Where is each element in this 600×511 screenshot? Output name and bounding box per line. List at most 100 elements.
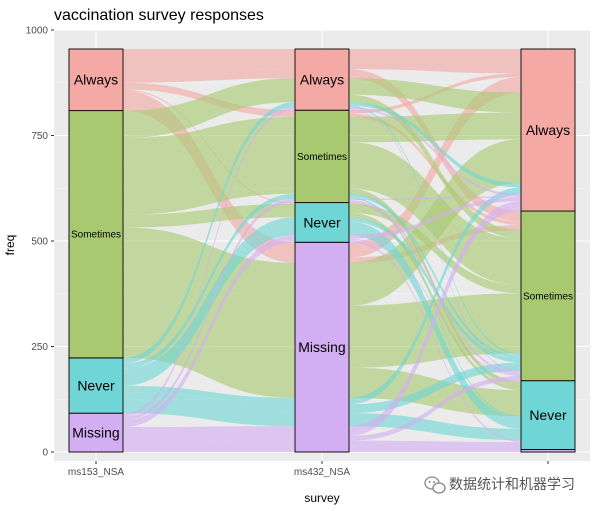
flow-segment	[123, 48, 295, 73]
flow-segment	[123, 94, 295, 139]
stratum-sometimes	[68, 110, 124, 359]
flow-missing-never-always	[123, 197, 521, 424]
flow-segment	[349, 193, 521, 359]
flow-segment	[123, 240, 295, 428]
stratum-sometimes	[520, 210, 576, 382]
y-axis: 0 250 500 750 1000	[26, 26, 54, 459]
stratum-label-always: Always	[74, 72, 118, 88]
flow-never-missing-always	[123, 187, 521, 405]
flow-segment	[123, 107, 295, 416]
stratum-never	[520, 380, 576, 450]
flow-missing-missing-sometimes	[123, 376, 521, 442]
flow-segment	[123, 116, 295, 164]
flow-never-sometimes-sometimes	[123, 193, 521, 368]
flow-segment	[123, 78, 295, 130]
flow-segment	[349, 197, 521, 239]
flow-segment	[349, 238, 521, 377]
flow-sometimes-missing-always	[123, 139, 521, 306]
stratum-always	[520, 48, 576, 212]
flow-segment	[123, 392, 295, 414]
flow-never-missing-sometimes	[123, 362, 521, 414]
flow-segment	[123, 203, 295, 224]
flow-segment	[123, 227, 295, 306]
flow-segment	[123, 109, 295, 417]
x-tick-label: ms432_NSA	[294, 467, 350, 478]
flow-always-always-always	[123, 48, 521, 74]
flow-segment	[349, 102, 521, 188]
flow-segment	[123, 198, 295, 418]
flow-missing-always-sometimes	[123, 109, 521, 417]
stratum-label-sometimes: Sometimes	[523, 291, 573, 302]
watermark-text: 数据统计和机器学习	[449, 477, 575, 493]
flow-segment	[123, 235, 295, 424]
stratum-label-never: Never	[529, 407, 567, 423]
strata: Missing Never Sometimes Always Missing Never S…	[68, 48, 576, 453]
y-tick-label: 0	[42, 448, 48, 459]
flow-segment	[123, 440, 295, 450]
watermark: 数据统计和机器学习	[424, 476, 575, 494]
flow-missing-sometimes-sometimes	[123, 200, 521, 421]
stratum-label-missing: Missing	[72, 424, 119, 440]
flow-segment	[349, 413, 521, 441]
flow-segment	[349, 217, 521, 363]
flow-segment	[123, 435, 295, 442]
flow-segment	[349, 362, 521, 414]
stratum-always	[294, 48, 350, 111]
flow-never-always-sometimes	[123, 105, 521, 364]
flow-segment	[123, 449, 295, 452]
chart-title: vaccination survey responses	[54, 7, 264, 24]
stratum-label-always: Always	[526, 122, 570, 138]
x-axis: ms153_NSA ms432_NSA	[68, 461, 549, 478]
flow-segment	[123, 200, 295, 421]
stratum-label-missing: Missing	[298, 339, 345, 355]
flow-missing-never-never	[123, 240, 521, 442]
wechat-icon	[424, 476, 446, 494]
flow-segment	[349, 196, 521, 201]
x-tick-label: ms153_NSA	[68, 467, 124, 478]
flow-segment	[349, 139, 521, 306]
flow-segment	[123, 188, 295, 215]
flow-segment	[123, 426, 295, 437]
stratum-label-never: Never	[77, 377, 115, 393]
flow-sometimes-always-always	[123, 78, 521, 130]
flow-segment	[123, 105, 295, 364]
flow-segment	[349, 109, 521, 373]
flow-segment	[349, 107, 521, 197]
flow-segment	[123, 385, 295, 405]
y-tick-label: 500	[31, 237, 48, 248]
flow-segment	[123, 69, 295, 83]
y-axis-title: freq	[3, 235, 17, 256]
flow-missing-never-sometimes	[123, 238, 521, 425]
y-tick-label: 250	[31, 342, 48, 353]
flow-segment	[349, 202, 521, 382]
flow-segment	[349, 105, 521, 355]
flows	[123, 48, 521, 452]
stratum-label-sometimes: Sometimes	[297, 152, 347, 163]
flow-segment	[349, 112, 521, 143]
flow-segment	[349, 440, 521, 450]
flow-missing-missing-never	[123, 440, 521, 450]
flow-segment	[349, 221, 521, 429]
flow-segment	[123, 238, 295, 425]
flow-missing-always-always	[123, 107, 521, 416]
flow-never-never-sometimes	[123, 217, 521, 374]
flow-segment	[123, 142, 295, 210]
flow-segment	[123, 193, 295, 368]
flow-missing-sometimes-always	[123, 196, 521, 418]
x-axis-title: survey	[304, 491, 339, 505]
flow-segment	[349, 78, 521, 113]
flow-segment	[349, 187, 521, 405]
stratum-missing	[68, 412, 124, 453]
flow-sometimes-sometimes-always	[123, 112, 521, 164]
flow-segment	[349, 201, 521, 436]
stratum-never	[68, 357, 124, 414]
stratum-label-sometimes: Sometimes	[71, 230, 121, 241]
flow-segment	[349, 203, 521, 294]
flow-never-always-always	[123, 102, 521, 363]
y-tick-label: 750	[31, 131, 48, 142]
flow-sometimes-never-sometimes	[123, 203, 521, 294]
stratum-missing	[294, 241, 350, 453]
flow-never-never-never	[123, 221, 521, 429]
y-tick-label: 1000	[26, 26, 49, 37]
